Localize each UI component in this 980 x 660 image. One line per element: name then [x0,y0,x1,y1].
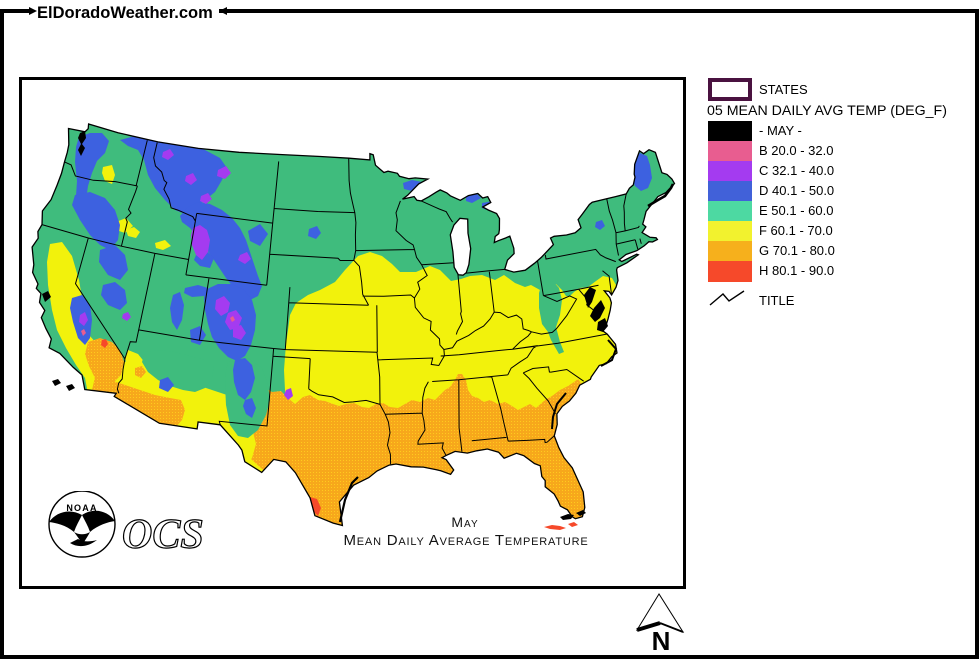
svg-text:N: N [652,626,671,656]
svg-text:NOAA: NOAA [66,503,97,513]
